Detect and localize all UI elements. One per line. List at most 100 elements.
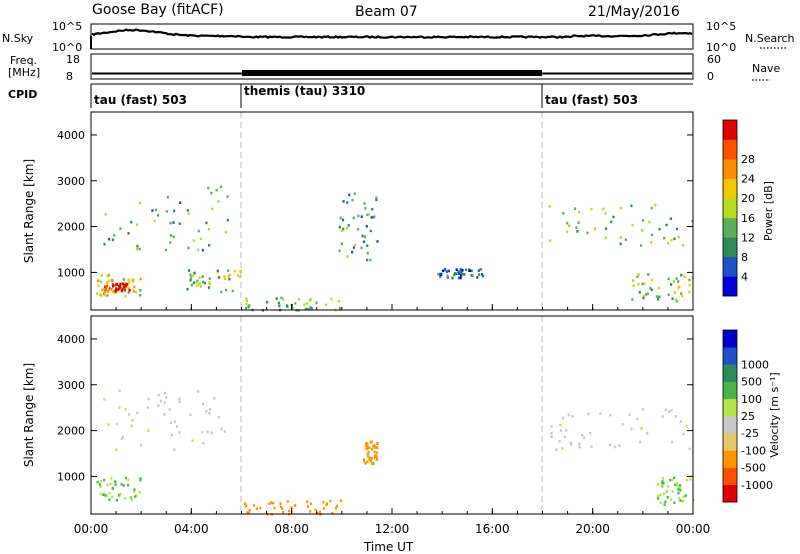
velocity-cell bbox=[331, 511, 334, 515]
velocity-cell bbox=[373, 444, 376, 447]
power-cell bbox=[631, 223, 634, 227]
power-cell bbox=[187, 246, 190, 250]
power-cell bbox=[360, 215, 363, 218]
power-cell bbox=[310, 307, 314, 310]
freq-left-tick-bottom: 8 bbox=[66, 70, 73, 83]
velocity-cell bbox=[124, 476, 127, 480]
velocity-cell bbox=[111, 495, 114, 499]
power-cell bbox=[645, 293, 648, 296]
power-colorbar-tick: 16 bbox=[741, 212, 755, 225]
velocity-cell bbox=[561, 447, 564, 450]
power-cell bbox=[297, 298, 301, 301]
power-cell bbox=[100, 274, 103, 277]
velocity-cell bbox=[661, 415, 664, 418]
velocity-cell bbox=[108, 498, 111, 501]
velocity-colorbar-swatch bbox=[723, 330, 737, 348]
velocity-cell bbox=[132, 490, 135, 494]
velocity-cell bbox=[217, 415, 220, 419]
velocity-cell bbox=[128, 413, 131, 416]
power-cell bbox=[341, 218, 345, 222]
power-cell bbox=[348, 193, 351, 197]
power-cell bbox=[357, 214, 360, 218]
power-cell bbox=[247, 305, 250, 309]
power-cell bbox=[376, 240, 379, 243]
power-cell bbox=[156, 214, 160, 217]
power-cell bbox=[477, 269, 480, 272]
velocity-cell bbox=[667, 485, 670, 488]
site-title: Goose Bay (fitACF) bbox=[92, 2, 224, 18]
velocity-cell bbox=[662, 481, 665, 485]
power-cell bbox=[128, 281, 131, 285]
power-cell bbox=[363, 235, 366, 238]
power-cell bbox=[196, 279, 199, 283]
x-tick-label: 08:00 bbox=[274, 522, 309, 536]
velocity-cell bbox=[364, 462, 367, 465]
velocity-cell bbox=[673, 501, 676, 505]
power-cell bbox=[479, 268, 482, 271]
velocity-cell bbox=[163, 413, 166, 416]
velocity-cell bbox=[115, 422, 118, 426]
power-cell bbox=[210, 191, 213, 195]
velocity-cell bbox=[130, 424, 133, 428]
power-cell bbox=[650, 288, 653, 292]
power-cell bbox=[127, 278, 130, 282]
velocity-cell bbox=[659, 501, 662, 504]
power-cell bbox=[136, 223, 139, 227]
power-cell bbox=[324, 303, 328, 307]
power-colorbar-swatch bbox=[723, 237, 737, 258]
power-cell bbox=[172, 221, 175, 224]
power-cell bbox=[305, 302, 309, 305]
power-cell bbox=[370, 216, 373, 219]
velocity-cell bbox=[366, 445, 369, 448]
power-cell bbox=[111, 279, 114, 282]
power-cell bbox=[154, 208, 158, 212]
power-cell bbox=[337, 299, 340, 303]
velocity-cell bbox=[191, 439, 194, 442]
power-colorbar-swatch bbox=[723, 256, 737, 277]
velocity-cell bbox=[309, 502, 312, 506]
power-cell bbox=[481, 274, 485, 278]
velocity-cell bbox=[636, 417, 639, 421]
velocity-cell bbox=[124, 408, 127, 411]
velocity-cell bbox=[670, 478, 673, 482]
velocity-cell bbox=[609, 413, 612, 417]
velocity-cell bbox=[660, 483, 663, 487]
velocity-cell bbox=[99, 480, 102, 483]
velocity-cell bbox=[370, 440, 373, 443]
velocity-cell bbox=[279, 505, 283, 509]
power-cell bbox=[375, 198, 378, 201]
velocity-cell bbox=[569, 441, 572, 445]
velocity-cell bbox=[287, 509, 290, 513]
power-cell bbox=[457, 270, 460, 273]
velocity-cell bbox=[366, 442, 369, 446]
velocity-cell bbox=[657, 494, 660, 498]
velocity-cell bbox=[677, 491, 680, 495]
velocity-cell bbox=[247, 511, 251, 515]
velocity-colorbar-swatch bbox=[723, 416, 737, 434]
velocity-cell bbox=[674, 483, 677, 486]
power-cell bbox=[100, 280, 103, 284]
power-cell bbox=[192, 239, 195, 242]
power-cell bbox=[339, 216, 342, 220]
velocity-cell bbox=[679, 499, 682, 502]
power-cell bbox=[604, 227, 608, 230]
velocity-colorbar-tick: 500 bbox=[741, 376, 762, 389]
velocity-cell bbox=[550, 431, 553, 435]
velocity-cell bbox=[168, 408, 171, 411]
power-cell bbox=[642, 296, 645, 300]
power-cell bbox=[305, 307, 308, 311]
velocity-cell bbox=[628, 413, 631, 416]
power-cell bbox=[619, 206, 622, 210]
power-cell bbox=[120, 281, 123, 285]
power-cell bbox=[356, 228, 360, 231]
power-cell bbox=[198, 282, 201, 286]
velocity-cell bbox=[363, 459, 366, 463]
velocity-cell bbox=[243, 502, 246, 505]
power-cell bbox=[113, 234, 116, 237]
power-cell bbox=[134, 291, 137, 294]
power-cell bbox=[97, 284, 100, 288]
power-cell bbox=[278, 304, 281, 308]
power-cell bbox=[641, 282, 644, 286]
freq-left-label-2: [MHz] bbox=[8, 66, 40, 79]
power-cell bbox=[195, 281, 198, 284]
